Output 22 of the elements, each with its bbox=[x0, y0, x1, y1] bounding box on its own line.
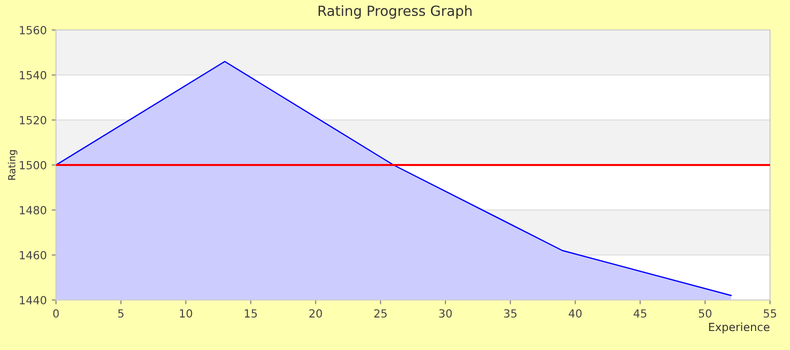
x-tick-label: 25 bbox=[374, 309, 387, 318]
chart-title: Rating Progress Graph bbox=[318, 5, 472, 19]
y-tick-label: 1480 bbox=[20, 206, 46, 214]
y-tick-label: 1560 bbox=[20, 26, 46, 34]
x-tick-label: 30 bbox=[439, 309, 452, 318]
y-tick-label: 1460 bbox=[20, 250, 46, 260]
y-tick-label: 1500 bbox=[20, 160, 46, 170]
x-tick-label: 20 bbox=[309, 309, 322, 318]
x-tick-label: 5 bbox=[118, 309, 124, 318]
x-tick-label: 50 bbox=[698, 309, 712, 318]
x-tick-label: 55 bbox=[764, 309, 776, 318]
x-axis-title: Experience bbox=[709, 322, 770, 334]
x-tick-label: 0 bbox=[53, 309, 59, 318]
y-tick-label: 1520 bbox=[20, 116, 46, 124]
y-tick-label: 1540 bbox=[20, 70, 46, 80]
x-tick-label: 35 bbox=[504, 309, 516, 318]
x-tick-label: 45 bbox=[634, 309, 646, 318]
x-tick-label: 10 bbox=[180, 309, 192, 318]
y-axis-title: Rating bbox=[8, 150, 18, 180]
y-tick-label: 1440 bbox=[20, 296, 46, 304]
x-tick-label: 40 bbox=[568, 309, 582, 318]
x-tick-label: 15 bbox=[244, 309, 257, 318]
